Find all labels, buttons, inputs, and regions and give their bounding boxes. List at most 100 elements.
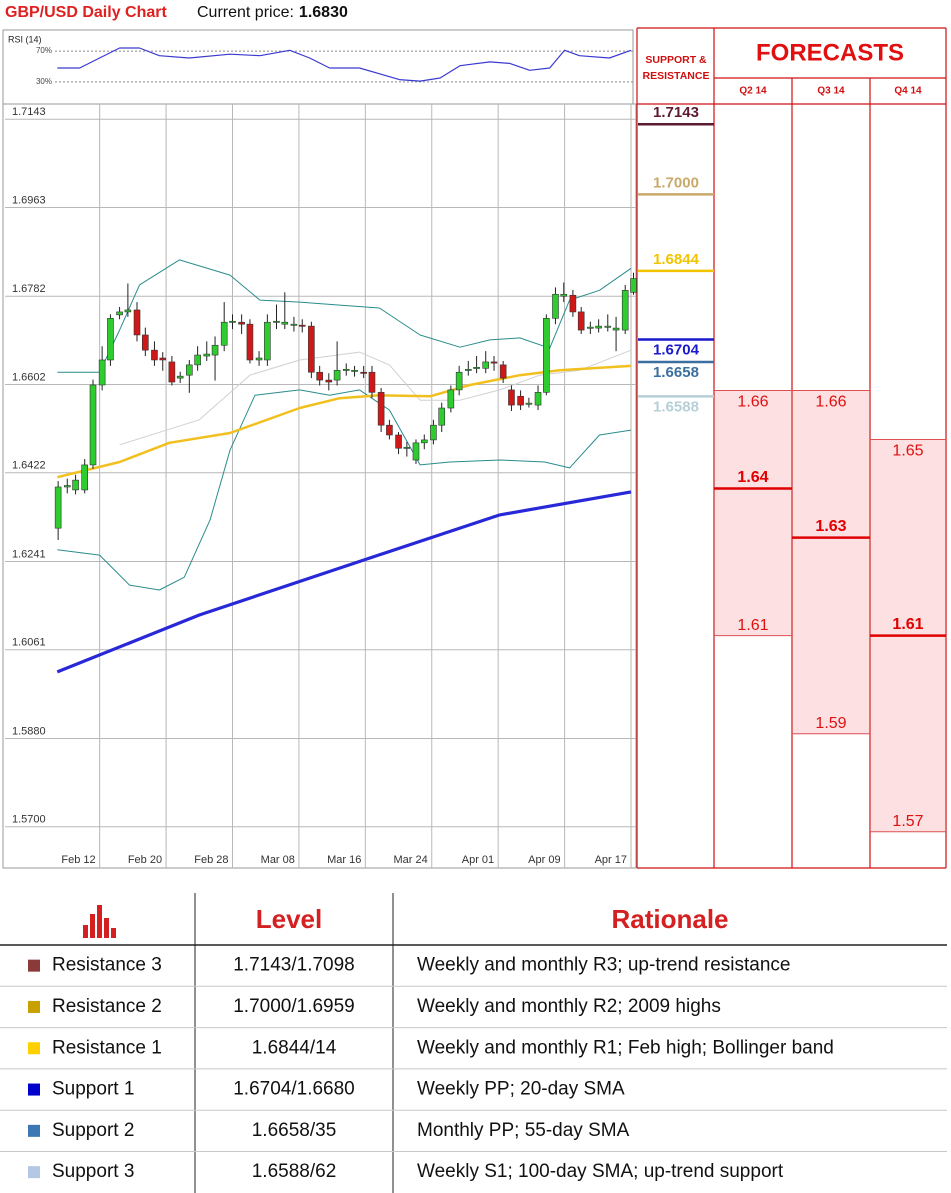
level-swatch <box>28 1000 40 1013</box>
level-rationale: Weekly and monthly R3; up-trend resistan… <box>417 955 791 976</box>
candle-body <box>386 424 393 436</box>
y-tick-label: 1.7143 <box>12 106 46 118</box>
candle-body <box>142 334 149 351</box>
y-tick-label: 70% <box>36 46 52 55</box>
candle-body <box>595 325 602 329</box>
candle-body <box>577 311 585 331</box>
candle-body <box>273 320 280 323</box>
y-tick-label: 1.6963 <box>12 194 46 206</box>
forecast-label: 1.63 <box>815 518 846 535</box>
indicator-line <box>57 364 632 479</box>
level-label: 1.7000 <box>653 174 699 191</box>
icon-bar <box>90 914 95 938</box>
level-rationale: Weekly and monthly R1; Feb high; Bolling… <box>417 1037 834 1058</box>
candle-body <box>569 294 577 313</box>
candle-body <box>473 367 480 369</box>
forecast-label: 1.57 <box>892 813 923 830</box>
candle-body <box>587 326 594 329</box>
candle-body <box>238 321 245 325</box>
level-swatch <box>28 959 40 972</box>
candle-body <box>116 311 123 316</box>
candle-body <box>403 446 411 449</box>
candle-body <box>298 324 306 327</box>
x-tick-label: Mar 16 <box>327 854 361 866</box>
x-tick-label: Apr 17 <box>595 854 627 866</box>
table-header: Rationale <box>611 904 728 934</box>
rsi-line <box>57 47 632 82</box>
forecast-label: 1.61 <box>892 616 923 633</box>
y-tick-label: 1.5700 <box>12 814 46 826</box>
forecast-label: 1.66 <box>737 394 768 411</box>
chart-frame <box>2 103 637 869</box>
candle-body <box>186 364 193 376</box>
candle-body <box>560 293 568 297</box>
candle-body <box>168 361 176 383</box>
candle-body <box>508 389 515 406</box>
forecast-column: Q3 14 <box>817 86 845 97</box>
x-tick-label: Mar 24 <box>394 854 428 866</box>
candle-body <box>151 349 158 361</box>
candle-body <box>490 361 498 364</box>
candle-body <box>342 368 350 371</box>
y-tick-label: 1.6241 <box>12 548 46 560</box>
candle-body <box>124 309 132 313</box>
level-swatch <box>28 1166 40 1179</box>
candle-body <box>438 407 446 426</box>
level-value: 1.6658/35 <box>252 1120 337 1141</box>
y-tick-label: 1.6422 <box>12 460 46 472</box>
candle-body <box>351 369 358 372</box>
candle-body <box>464 368 472 371</box>
current-price: 1.6830 <box>299 4 348 21</box>
y-tick-label: 30% <box>36 77 52 86</box>
level-name: Resistance 1 <box>52 1037 162 1058</box>
y-tick-label: 1.6602 <box>12 371 46 383</box>
table-icon <box>83 905 116 938</box>
rsi-frame <box>2 29 634 105</box>
candle-body <box>543 317 550 393</box>
candle-body <box>211 344 219 356</box>
level-rationale: Weekly S1; 100-day SMA; up-trend support <box>417 1161 784 1182</box>
y-tick-label: 1.6061 <box>12 637 46 649</box>
candle-body <box>604 325 612 328</box>
candle-body <box>630 278 637 293</box>
candle-body <box>176 375 184 379</box>
level-value: 1.7000/1.6959 <box>233 996 355 1017</box>
x-tick-label: Apr 01 <box>462 854 494 866</box>
level-swatch <box>28 1042 40 1055</box>
forecast-column: Q4 14 <box>894 86 922 97</box>
candle-body <box>517 395 524 406</box>
level-swatch <box>28 1124 40 1137</box>
x-tick-label: Mar 08 <box>261 854 295 866</box>
level-rationale: Weekly and monthly R2; 2009 highs <box>417 996 721 1017</box>
candle-body <box>72 479 79 491</box>
candle-body <box>89 384 97 466</box>
candle-body <box>377 392 385 426</box>
candle-body <box>420 439 428 444</box>
candle-body <box>308 325 315 373</box>
candle-body <box>430 424 437 441</box>
level-label: 1.7143 <box>653 104 699 121</box>
price-label: Current price: <box>197 4 294 21</box>
forecast-range <box>715 390 791 636</box>
x-tick-label: Feb 12 <box>61 854 95 866</box>
candle-body <box>220 321 228 346</box>
levels-title: RESISTANCE <box>643 70 710 82</box>
candle-body <box>621 290 629 331</box>
candle-body <box>281 321 289 325</box>
level-name: Resistance 3 <box>52 955 162 976</box>
candle-body <box>54 486 62 529</box>
y-tick-label: 1.5880 <box>12 725 46 737</box>
candle-body <box>499 364 507 379</box>
x-tick-label: Feb 28 <box>194 854 228 866</box>
indicator-line <box>57 259 632 373</box>
candle-body <box>395 434 402 449</box>
levels-title: SUPPORT & <box>645 54 707 66</box>
level-rationale: Monthly PP; 55-day SMA <box>417 1120 630 1141</box>
candle-body <box>246 323 254 361</box>
indicator-line <box>57 389 632 591</box>
candle-body <box>368 371 376 393</box>
candle-body <box>81 464 89 491</box>
x-tick-label: Feb 20 <box>128 854 162 866</box>
level-value: 1.6588/62 <box>252 1161 337 1182</box>
candle-body <box>412 442 420 461</box>
